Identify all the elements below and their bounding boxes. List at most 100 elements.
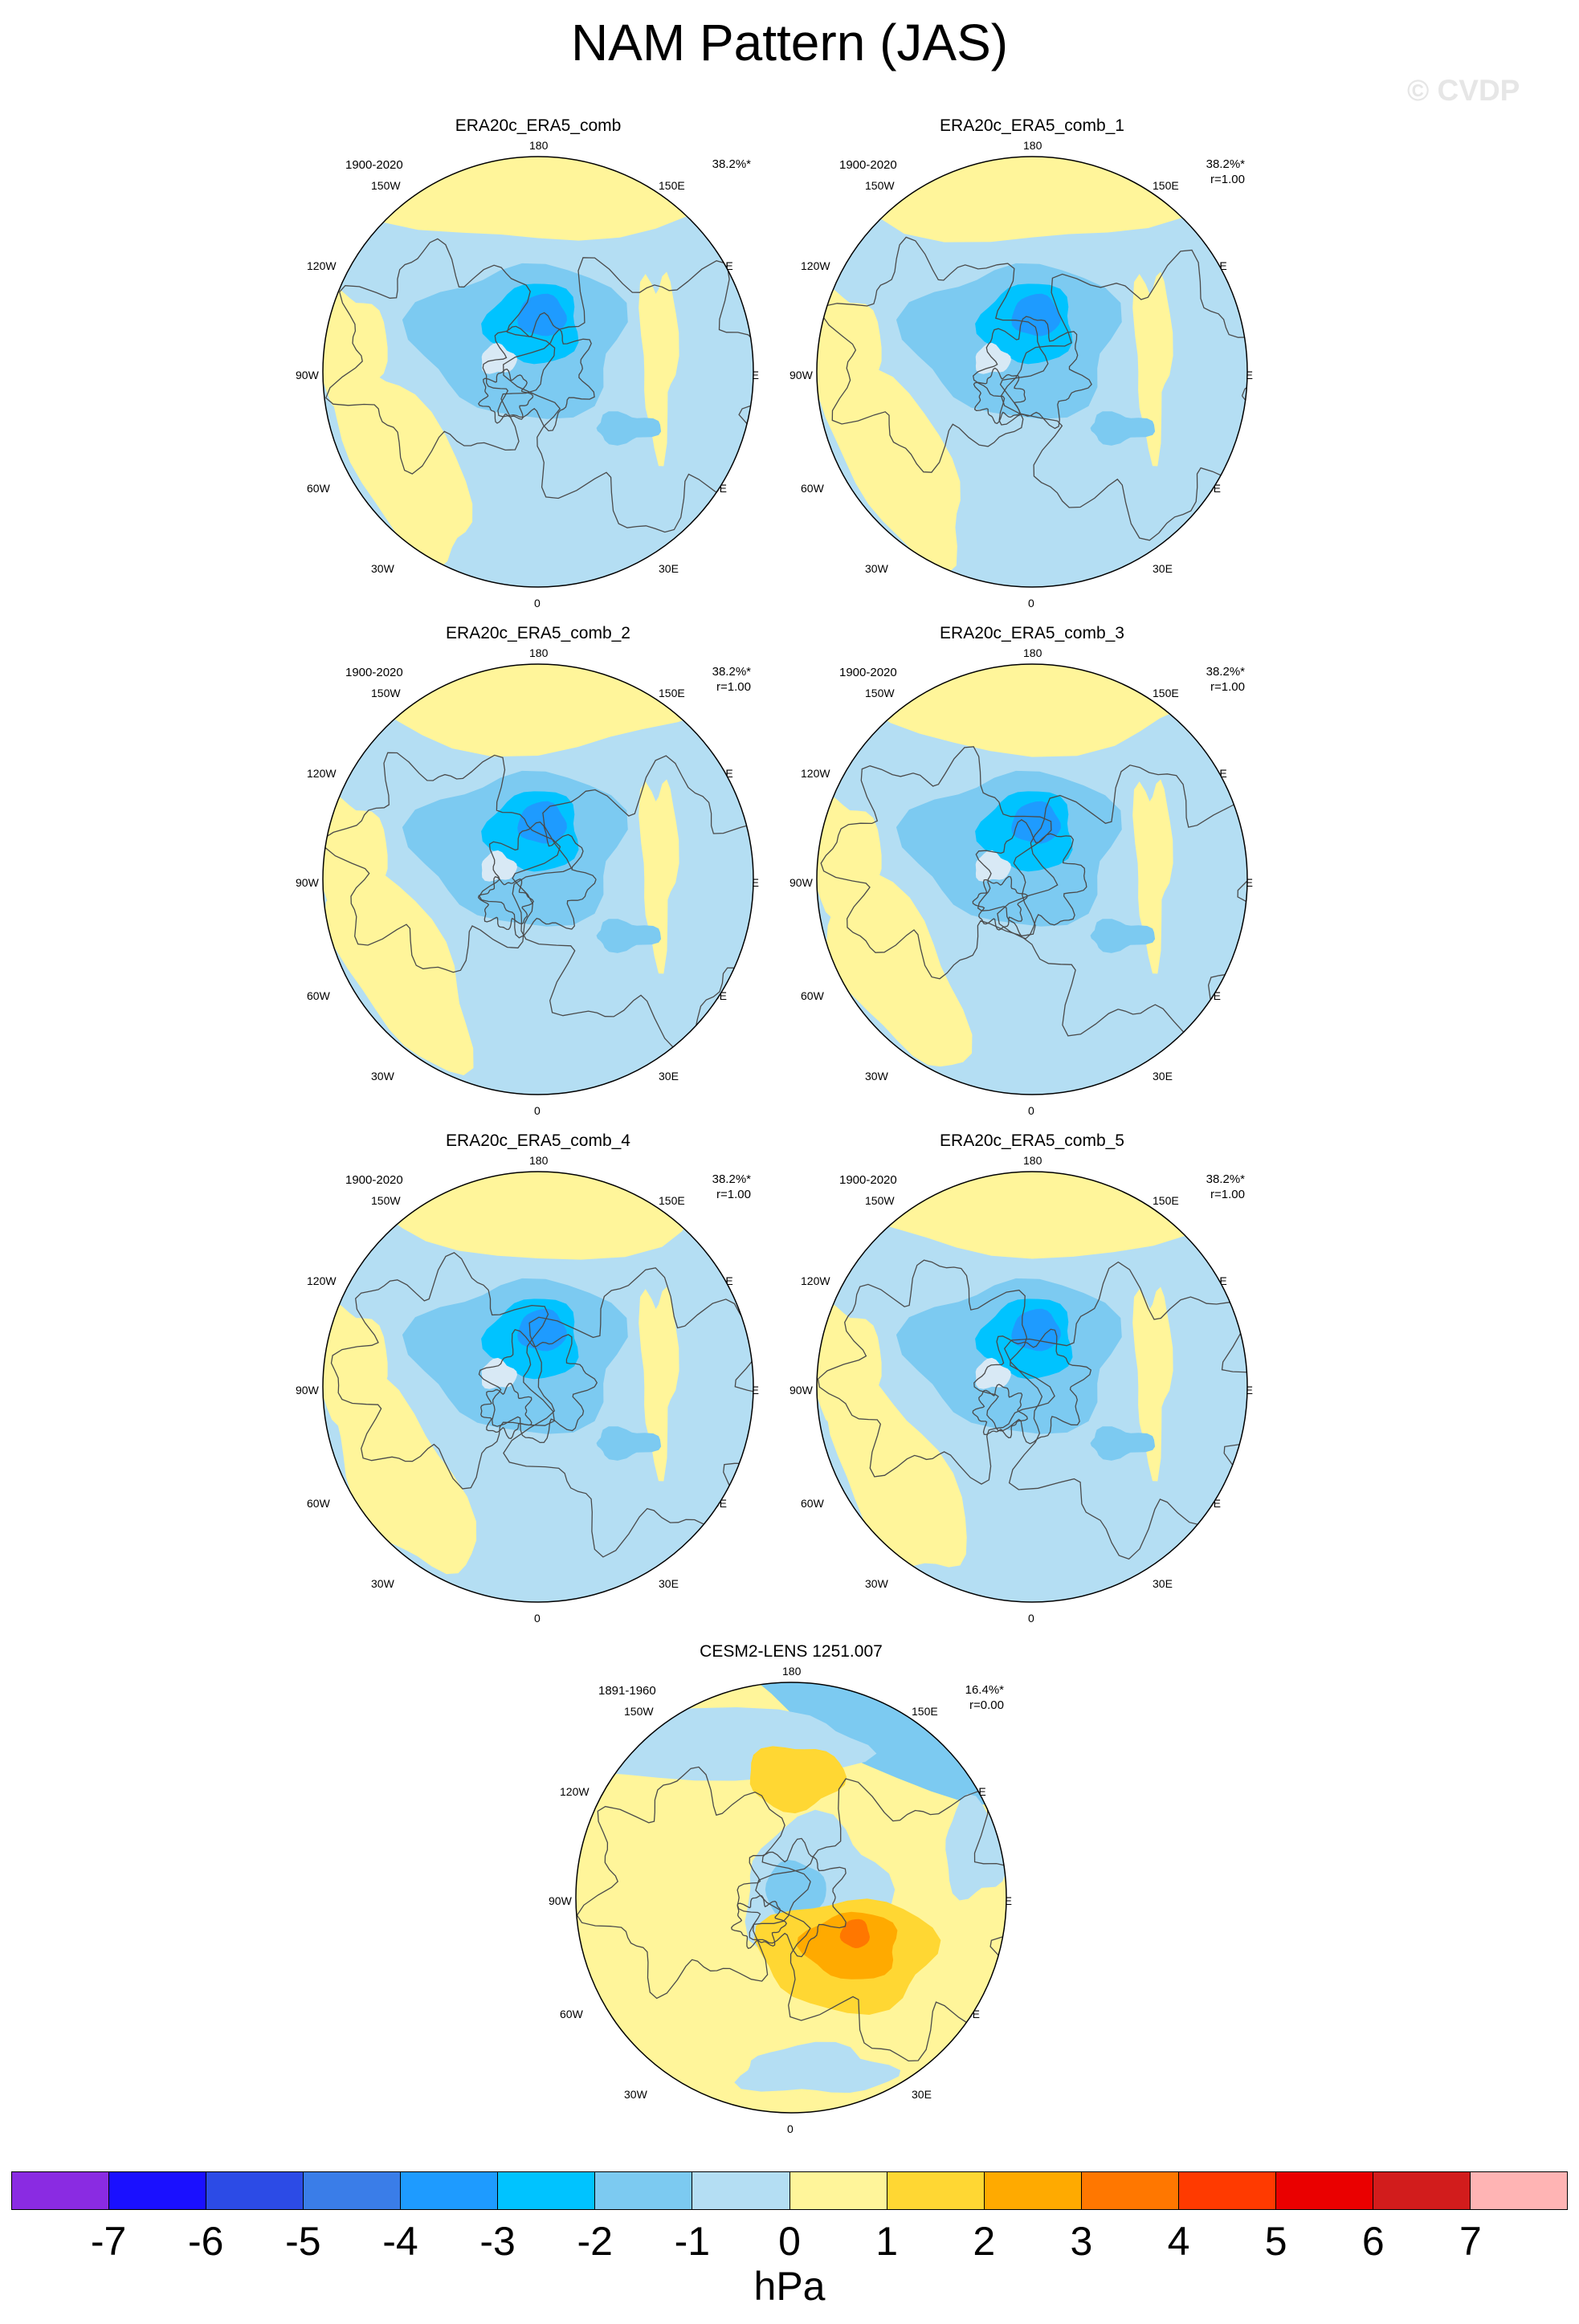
- colorbar-tick-label: -2: [577, 2219, 613, 2264]
- longitude-label: 180: [529, 646, 549, 659]
- panel-years: 1900-2020: [839, 158, 897, 172]
- panel-variance-corr: 38.2%* r=1.00: [1185, 1172, 1245, 1202]
- longitude-label: 90W: [790, 369, 813, 381]
- colorbar-tick-label: -5: [285, 2219, 321, 2264]
- panel-title: ERA20c_ERA5_comb: [455, 116, 622, 135]
- panel-corr: r=0.00: [969, 1698, 1004, 1712]
- colorbar-labels: -7 -6 -5 -4 -3 -2 -1 0 1 2 3 4 5 6 7: [0, 2218, 1579, 2266]
- longitude-label: 30E: [1153, 1577, 1173, 1590]
- longitude-label: 120W: [801, 1274, 830, 1287]
- longitude-label: 150E: [1153, 687, 1179, 699]
- colorbar-swatch: [498, 2172, 596, 2209]
- colorbar-tick-label: 7: [1459, 2219, 1482, 2264]
- cvdp-watermark: © CVDP: [1407, 74, 1520, 107]
- colorbar-swatch: [692, 2172, 790, 2209]
- longitude-label: 150E: [659, 179, 685, 192]
- panel-title: ERA20c_ERA5_comb_3: [940, 624, 1124, 642]
- colorbar-swatch: [304, 2172, 402, 2209]
- colorbar-swatch: [595, 2172, 693, 2209]
- longitude-label: 0: [534, 1104, 541, 1117]
- longitude-label: 0: [1028, 597, 1034, 610]
- map-field: [323, 1172, 753, 1602]
- polar-map: [575, 1682, 1007, 2114]
- colorbar-swatch: [790, 2172, 887, 2209]
- map-panel: CESM2-LENS 1251.007 1891-1960 16.4%* r=0.00…: [549, 1642, 1032, 2140]
- longitude-label: 0: [1028, 1104, 1034, 1117]
- colorbar-tick-label: -1: [674, 2219, 711, 2264]
- map-panel: ERA20c_ERA5_comb 1900-2020 38.2%* 180 150W 15…: [296, 116, 779, 614]
- panel-pct: 38.2%*: [712, 1172, 751, 1186]
- panel-title: ERA20c_ERA5_comb_2: [446, 624, 630, 642]
- panel-variance-corr: 38.2%* r=1.00: [1185, 157, 1245, 187]
- longitude-label: 30W: [865, 1577, 888, 1590]
- longitude-label: 30W: [624, 2088, 647, 2101]
- longitude-label: 150E: [1153, 179, 1179, 192]
- panel-years: 1891-1960: [598, 1684, 656, 1698]
- longitude-label: 30W: [371, 562, 394, 575]
- panel-variance-corr: 38.2%*: [691, 157, 751, 172]
- colorbar-swatch: [1275, 2172, 1373, 2209]
- longitude-label: 120W: [801, 767, 830, 780]
- longitude-label: 30E: [659, 1577, 679, 1590]
- polar-map: [322, 663, 754, 1095]
- map-panel: ERA20c_ERA5_comb_4 1900-2020 38.2%* r=1.00 1…: [296, 1131, 779, 1629]
- longitude-label: 30E: [659, 562, 679, 575]
- colorbar-tick-label: 4: [1167, 2219, 1190, 2264]
- colorbar-tick-label: 6: [1361, 2219, 1385, 2264]
- map-field: [817, 664, 1247, 1095]
- colorbar-tick-label: 0: [778, 2219, 801, 2264]
- panel-years: 1900-2020: [345, 1173, 403, 1187]
- coastlines: [323, 752, 753, 1052]
- panel-corr: r=1.00: [1210, 173, 1245, 186]
- longitude-label: 180: [1023, 1154, 1042, 1167]
- page-title: NAM Pattern (JAS): [570, 14, 1009, 71]
- longitude-label: 150W: [371, 179, 401, 192]
- map-panel: ERA20c_ERA5_comb_5 1900-2020 38.2%* r=1.00 1…: [790, 1131, 1273, 1629]
- panel-years: 1900-2020: [839, 1173, 897, 1187]
- longitude-label: 60W: [307, 989, 330, 1002]
- longitude-label: 60W: [801, 1497, 824, 1510]
- longitude-label: 60W: [307, 482, 330, 495]
- colorbar-swatch: [206, 2172, 304, 2209]
- polar-map: [816, 156, 1248, 588]
- longitude-label: 90W: [296, 1384, 319, 1396]
- polar-map: [816, 1171, 1248, 1603]
- panel-pct: 38.2%*: [1206, 665, 1245, 679]
- longitude-label: 90W: [549, 1894, 572, 1907]
- longitude-label: 90W: [790, 876, 813, 889]
- colorbar-tick-label: -7: [90, 2219, 127, 2264]
- longitude-label: 120W: [801, 259, 830, 272]
- longitude-label: 0: [534, 597, 541, 610]
- longitude-label: 120W: [307, 1274, 337, 1287]
- longitude-label: 150E: [659, 687, 685, 699]
- map-field: [323, 664, 753, 1095]
- longitude-label: 30W: [371, 1070, 394, 1082]
- longitude-label: 150W: [624, 1705, 654, 1718]
- panel-corr: r=1.00: [716, 680, 751, 694]
- panel-title: CESM2-LENS 1251.007: [700, 1642, 883, 1661]
- longitude-label: 150W: [865, 1194, 895, 1207]
- longitude-label: 180: [529, 1154, 549, 1167]
- longitude-label: 180: [529, 139, 549, 152]
- panel-pct: 38.2%*: [1206, 1172, 1245, 1186]
- longitude-label: 90W: [790, 1384, 813, 1396]
- colorbar-tick-label: -6: [188, 2219, 224, 2264]
- colorbar-swatch: [984, 2172, 1082, 2209]
- panel-pct: 38.2%*: [1206, 157, 1245, 171]
- colorbar-swatch: [401, 2172, 499, 2209]
- longitude-label: 180: [1023, 646, 1042, 659]
- longitude-label: 150W: [865, 687, 895, 699]
- longitude-label: 90W: [296, 369, 319, 381]
- map-panel: ERA20c_ERA5_comb_1 1900-2020 38.2%* r=1.00 1…: [790, 116, 1273, 614]
- longitude-label: 30W: [371, 1577, 394, 1590]
- colorbar-tick-label: 5: [1264, 2219, 1287, 2264]
- longitude-label: 30E: [1153, 562, 1173, 575]
- panel-pct: 16.4%*: [965, 1683, 1004, 1697]
- map-field: [817, 1172, 1247, 1602]
- colorbar-tick-label: 3: [1070, 2219, 1093, 2264]
- panel-variance-corr: 16.4%* r=0.00: [944, 1682, 1004, 1713]
- longitude-label: 30E: [659, 1070, 679, 1082]
- longitude-label: 120W: [560, 1785, 590, 1798]
- longitude-label: 0: [1028, 1612, 1034, 1625]
- colorbar-swatch: [887, 2172, 985, 2209]
